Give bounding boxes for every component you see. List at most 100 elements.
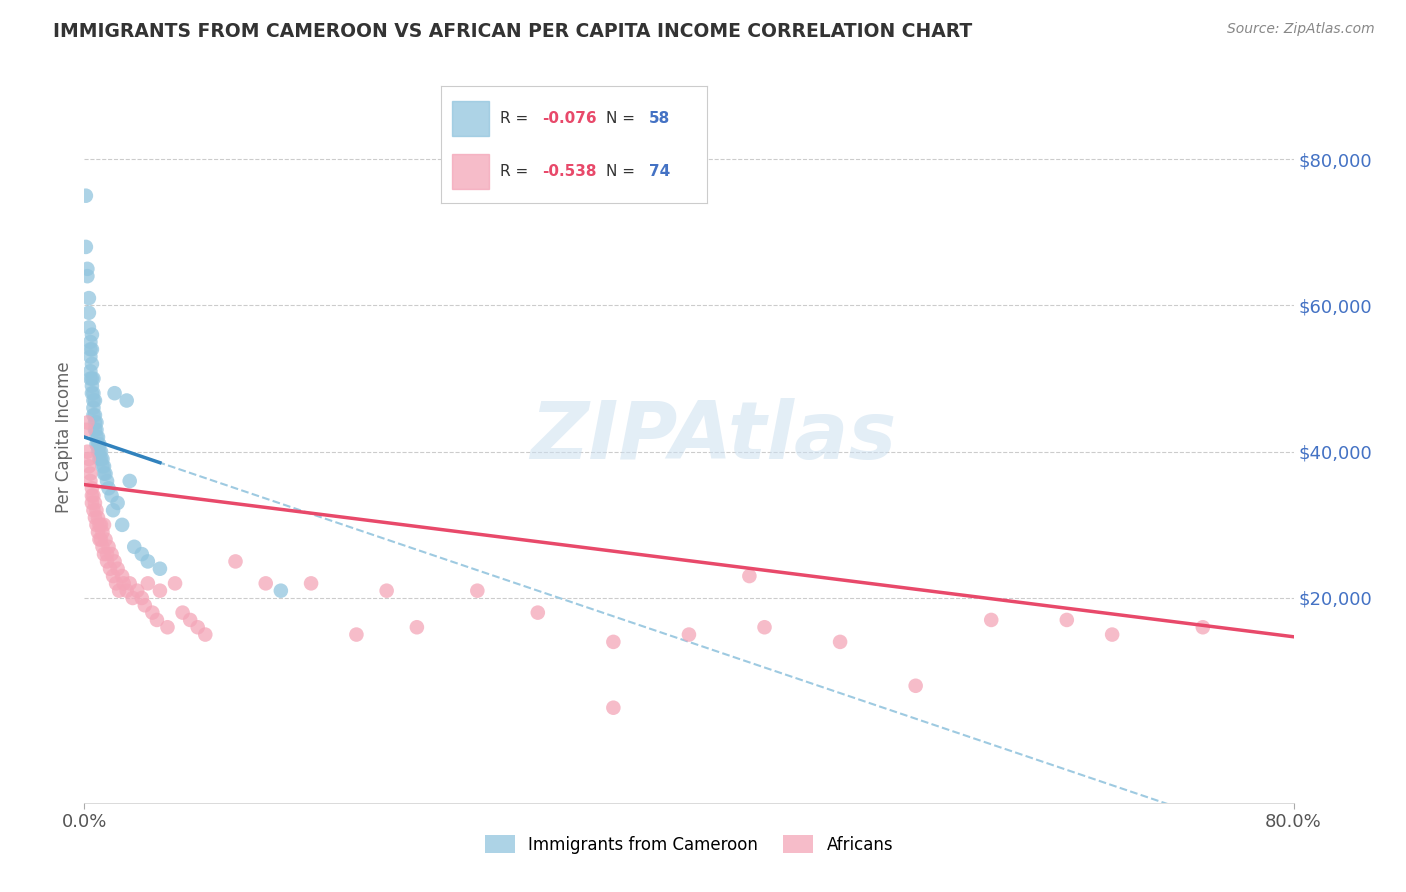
Point [87,525,110,540]
Point [96,547,118,561]
Point [89,452,111,467]
Point [346,627,368,641]
Point [375,583,398,598]
Point [82,408,104,422]
Point [79,371,101,385]
Text: Source: ZipAtlas.com: Source: ZipAtlas.com [1227,22,1375,37]
Point [122,540,145,554]
Y-axis label: Per Capita Income: Per Capita Income [55,361,73,513]
Point [118,576,141,591]
Point [1056,613,1078,627]
Point [97,540,120,554]
Point [90,533,112,547]
Point [86,503,108,517]
Point [115,393,138,408]
Point [79,334,101,349]
Point [76,416,98,430]
Point [77,452,100,467]
Point [86,517,108,532]
Point [82,489,104,503]
Point [101,569,124,583]
Point [86,430,108,444]
Point [134,599,156,613]
Point [77,459,100,474]
Point [830,635,852,649]
Point [80,481,103,495]
Point [165,576,187,591]
Point [467,583,489,598]
Point [146,613,169,627]
Point [89,533,111,547]
Point [179,613,201,627]
Point [104,554,127,568]
Point [1101,627,1123,641]
Point [111,517,134,532]
Point [738,569,761,583]
Point [91,459,114,474]
Point [75,423,97,437]
Point [93,547,115,561]
Point [82,386,104,401]
Point [112,576,135,591]
Point [1192,620,1215,634]
Point [84,423,107,437]
Point [91,452,114,467]
Point [79,467,101,481]
Point [108,583,131,598]
Point [141,606,163,620]
Point [602,700,624,714]
Point [86,423,108,437]
Point [754,620,776,634]
Point [77,291,100,305]
Point [76,261,98,276]
Point [80,371,103,385]
Point [93,459,115,474]
Point [678,627,700,641]
Point [527,606,550,620]
Point [76,269,98,284]
Point [131,547,153,561]
Point [86,416,108,430]
Point [79,350,101,364]
Point [84,393,107,408]
Point [79,364,101,378]
Point [79,343,101,357]
Point [121,591,143,605]
Point [75,240,97,254]
Point [98,562,121,576]
Point [101,503,124,517]
Point [149,583,172,598]
Point [87,437,110,451]
Point [127,583,149,598]
Point [90,452,112,467]
Point [75,188,97,202]
Point [107,496,129,510]
Point [90,517,112,532]
Point [77,306,100,320]
Point [94,533,117,547]
Point [82,393,104,408]
Point [89,437,111,451]
Point [87,444,110,458]
Text: IMMIGRANTS FROM CAMEROON VS AFRICAN PER CAPITA INCOME CORRELATION CHART: IMMIGRANTS FROM CAMEROON VS AFRICAN PER … [53,22,973,41]
Point [980,613,1002,627]
Point [77,320,100,334]
Text: ZIPAtlas: ZIPAtlas [530,398,896,476]
Point [87,430,110,444]
Point [80,343,103,357]
Point [100,489,122,503]
Point [90,444,112,458]
Point [84,408,107,422]
Point [118,474,141,488]
Point [91,525,114,540]
Point [86,437,108,451]
Point [115,583,138,598]
Point [149,562,172,576]
Point [136,576,159,591]
Point [80,327,103,342]
Point [172,606,194,620]
Point [93,467,115,481]
Point [96,474,118,488]
Point [84,510,107,524]
Point [299,576,322,591]
